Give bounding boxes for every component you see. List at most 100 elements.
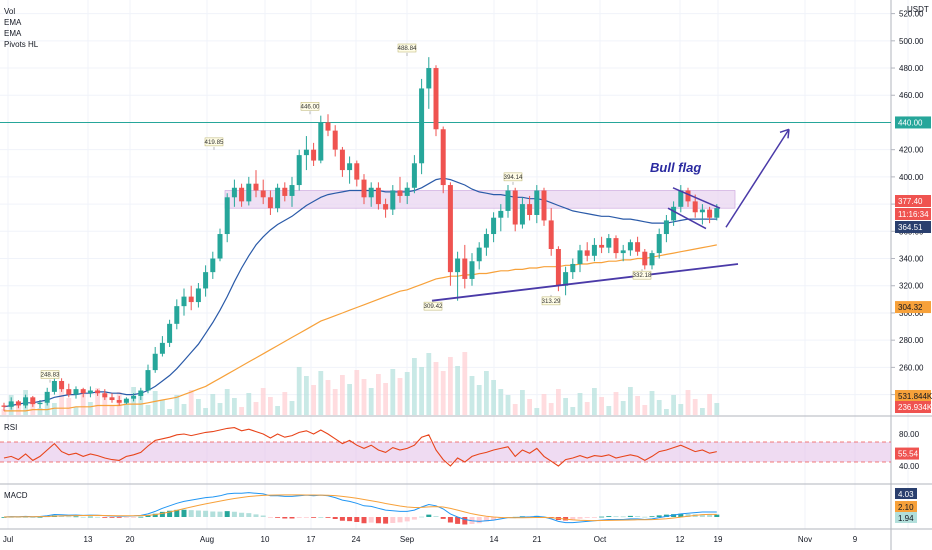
candle[interactable]: [102, 389, 108, 401]
candle[interactable]: [131, 393, 137, 402]
candle[interactable]: [368, 182, 374, 207]
indicator-label-pivots[interactable]: Pivots HL: [4, 40, 39, 49]
candle[interactable]: [678, 185, 684, 213]
candle[interactable]: [483, 228, 489, 256]
candle[interactable]: [246, 176, 252, 206]
candle[interactable]: [1, 402, 7, 411]
candle[interactable]: [167, 319, 173, 347]
candle[interactable]: [296, 149, 302, 191]
projection-arrow-line[interactable]: [725, 128, 790, 228]
candle[interactable]: [570, 258, 576, 279]
candle[interactable]: [440, 126, 446, 194]
candle[interactable]: [383, 198, 389, 218]
candle[interactable]: [498, 204, 504, 232]
candle[interactable]: [411, 155, 417, 194]
candle[interactable]: [548, 208, 554, 256]
candle[interactable]: [404, 182, 410, 205]
candle[interactable]: [505, 185, 511, 218]
flag-lower-line[interactable]: [667, 207, 707, 230]
candle[interactable]: [419, 78, 425, 175]
candle[interactable]: [289, 176, 295, 207]
candle[interactable]: [534, 185, 540, 224]
candle[interactable]: [685, 187, 691, 207]
candle[interactable]: [80, 387, 86, 398]
candle[interactable]: [692, 194, 698, 218]
macd-label[interactable]: MACD: [4, 491, 28, 500]
candle[interactable]: [555, 246, 561, 292]
candle[interactable]: [37, 400, 43, 409]
candle[interactable]: [671, 201, 677, 226]
candle[interactable]: [217, 228, 223, 262]
candle[interactable]: [145, 364, 151, 394]
candle[interactable]: [699, 204, 705, 225]
candle[interactable]: [181, 288, 187, 316]
candle[interactable]: [325, 114, 331, 137]
candle[interactable]: [8, 397, 14, 410]
candle[interactable]: [491, 212, 497, 243]
candle[interactable]: [584, 242, 590, 262]
candle[interactable]: [541, 187, 547, 226]
candle[interactable]: [591, 238, 597, 262]
indicator-label-ema-2[interactable]: EMA: [4, 29, 22, 38]
candle[interactable]: [462, 244, 468, 289]
candle[interactable]: [66, 383, 72, 398]
candle[interactable]: [635, 236, 641, 256]
candle[interactable]: [606, 234, 612, 254]
candle[interactable]: [455, 251, 461, 301]
candle[interactable]: [159, 336, 165, 357]
candle[interactable]: [375, 182, 381, 210]
candle[interactable]: [642, 249, 648, 270]
candle[interactable]: [23, 394, 29, 409]
candle[interactable]: [663, 214, 669, 243]
support-trendline[interactable]: [431, 263, 739, 302]
bull-flag-drawing[interactable]: [667, 128, 790, 230]
candle[interactable]: [231, 179, 237, 207]
candle[interactable]: [707, 206, 713, 224]
candle[interactable]: [30, 395, 36, 407]
candle[interactable]: [15, 400, 21, 409]
candle[interactable]: [311, 142, 317, 166]
candle[interactable]: [339, 146, 345, 177]
candle[interactable]: [188, 285, 194, 311]
candle[interactable]: [354, 160, 360, 187]
candle[interactable]: [527, 195, 533, 221]
rsi-axis[interactable]: 80.00 40.00: [899, 430, 920, 471]
candle[interactable]: [599, 236, 605, 254]
candle[interactable]: [347, 156, 353, 184]
candle[interactable]: [174, 299, 180, 330]
candle[interactable]: [195, 283, 201, 308]
candle[interactable]: [469, 253, 475, 286]
candle[interactable]: [332, 125, 338, 157]
indicator-label-vol[interactable]: Vol: [4, 7, 16, 16]
ema-fast-line[interactable]: [3, 177, 717, 408]
candle[interactable]: [95, 389, 101, 396]
candle[interactable]: [303, 136, 309, 171]
candle[interactable]: [73, 386, 79, 399]
candle[interactable]: [152, 346, 158, 373]
ema-slow-line[interactable]: [4, 244, 717, 412]
candle[interactable]: [260, 179, 266, 205]
candle[interactable]: [627, 239, 633, 256]
candle[interactable]: [361, 174, 367, 205]
candle[interactable]: [123, 397, 129, 405]
candle[interactable]: [275, 183, 281, 213]
candle[interactable]: [282, 182, 288, 202]
time-axis[interactable]: Jul 13 20 Aug 10 17 24 Sep 14 21 Oct 12 19 Nov 9: [3, 535, 858, 544]
candle[interactable]: [87, 386, 93, 398]
candle[interactable]: [512, 187, 518, 232]
macd-signal-line[interactable]: [3, 494, 717, 522]
candle[interactable]: [109, 393, 115, 403]
candle[interactable]: [267, 190, 273, 215]
candle[interactable]: [519, 197, 525, 229]
candle[interactable]: [447, 182, 453, 286]
candle[interactable]: [318, 115, 324, 164]
rsi-line[interactable]: [3, 427, 717, 467]
indicator-label-ema-1[interactable]: EMA: [4, 18, 22, 27]
resistance-zone[interactable]: [224, 190, 736, 209]
candle[interactable]: [138, 387, 144, 401]
flag-upper-line[interactable]: [672, 187, 721, 209]
candle[interactable]: [563, 266, 569, 296]
candle[interactable]: [397, 176, 403, 203]
candle[interactable]: [613, 235, 619, 259]
